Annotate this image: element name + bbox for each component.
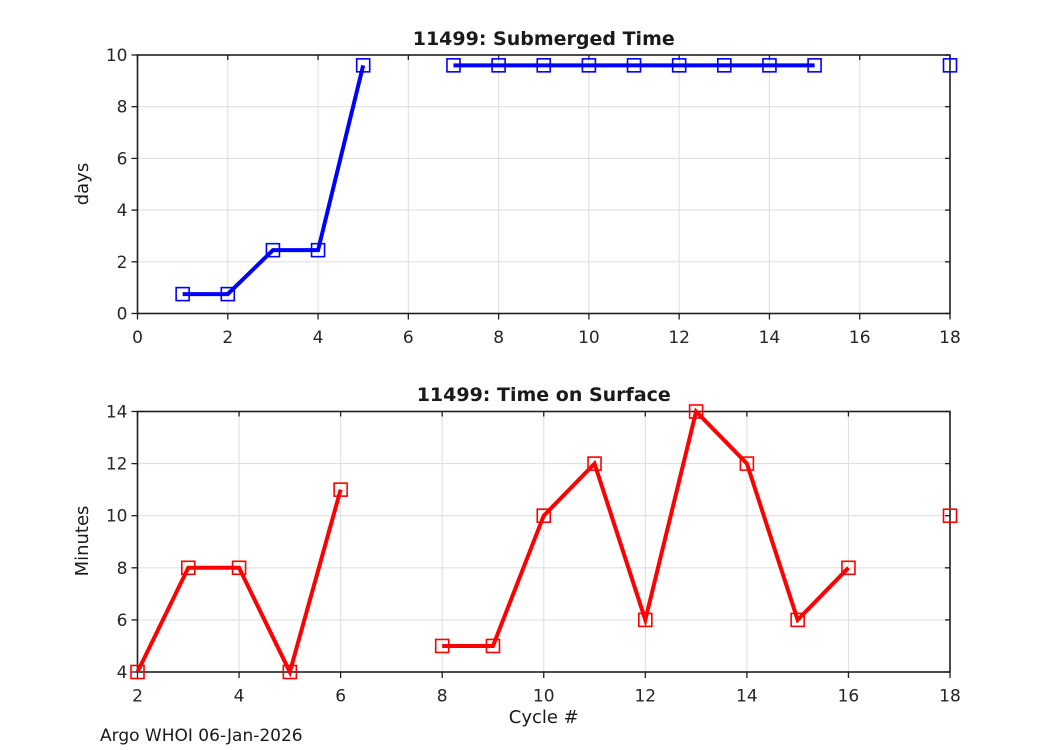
submerged-time-days-marker: [446, 58, 461, 73]
surface-time-minutes-marker: [536, 508, 552, 524]
submerged-time-days-marker: [807, 58, 822, 73]
x-tick-label: 0: [132, 328, 143, 348]
surface-time-minutes-marker: [942, 508, 958, 524]
surface-time-minutes-marker: [130, 664, 145, 680]
y-tick-label: 2: [117, 253, 128, 273]
surface-time-minutes-line: [442, 407, 850, 648]
axes-frame: [136, 54, 951, 315]
submerged-time-chart: 0 2 4 6 8 10 12 14 16 18 0 2 4 6 8 10: [106, 46, 961, 348]
submerged-chart-title: 11499: Submerged Time: [413, 28, 675, 50]
surface-time-minutes-marker: [587, 456, 602, 471]
submerged-time-days-marker: [536, 58, 552, 73]
submerged-time-days-marker: [355, 58, 371, 73]
x-tick-label: 16: [838, 687, 860, 707]
surface-chart-title: 11499: Time on Surface: [417, 384, 671, 406]
x-tick-label: 10: [578, 328, 600, 348]
x-tick-label: 8: [493, 328, 504, 348]
submerged-time-days-marker: [717, 58, 732, 73]
surface-time-minutes-marker: [688, 404, 704, 419]
surface-time-minutes-line: [135, 489, 343, 678]
x-tick-label: 16: [849, 328, 871, 348]
y-tick-label: 14: [106, 403, 128, 423]
y-tick-label: 6: [117, 149, 128, 169]
x-tick-label: 2: [222, 328, 233, 348]
submerged-time-days-marker: [310, 242, 326, 258]
y-tick-label: 4: [117, 201, 128, 221]
x-tick-label: 2: [132, 687, 143, 707]
surface-time-minutes-marker: [282, 664, 298, 680]
axes-frame: [136, 410, 951, 673]
surface-time-minutes-marker: [739, 456, 755, 471]
y-tick-label: 8: [117, 559, 128, 579]
submerged-y-axis-label: days: [72, 163, 93, 206]
submerged-time-days-marker: [220, 286, 236, 302]
submerged-time-days-marker: [265, 242, 281, 258]
surface-time-minutes-marker: [333, 482, 348, 497]
x-tick-label: 14: [759, 328, 781, 348]
x-tick-label: 14: [736, 687, 758, 707]
surface-time-minutes-marker: [485, 638, 501, 654]
y-tick-label: 4: [117, 663, 128, 683]
surface-time-minutes-marker: [841, 560, 856, 576]
y-tick-label: 10: [106, 46, 128, 66]
y-tick-label: 10: [106, 507, 128, 527]
submerged-time-days-marker: [762, 58, 777, 73]
x-tick-label: 18: [939, 328, 961, 348]
surface-time-minutes-marker: [434, 638, 450, 654]
x-tick-label: 6: [403, 328, 414, 348]
x-tick-label: 18: [939, 687, 961, 707]
surface-time-minutes-marker: [180, 560, 196, 576]
y-tick-label: 0: [117, 305, 128, 325]
submerged-time-days-line: [182, 64, 366, 297]
surface-time-minutes-marker: [790, 612, 805, 628]
submerged-time-days-marker: [671, 58, 687, 73]
x-axis-label: Cycle #: [509, 707, 579, 728]
x-tick-label: 12: [668, 328, 690, 348]
surface-y-axis-label: Minutes: [72, 506, 93, 577]
figure-annotation: Argo WHOI 06-Jan-2026: [100, 726, 303, 746]
submerged-time-days-marker: [175, 286, 190, 302]
submerged-time-days-marker: [626, 58, 642, 73]
x-tick-label: 12: [634, 687, 656, 707]
x-tick-label: 8: [437, 687, 448, 707]
surface-time-minutes-marker: [231, 560, 247, 576]
surface-time-minutes-marker: [638, 612, 653, 628]
y-tick-label: 8: [117, 98, 128, 118]
x-tick-label: 6: [335, 687, 346, 707]
submerged-time-days-marker: [491, 58, 506, 73]
y-tick-label: 6: [117, 611, 128, 631]
y-tick-label: 12: [106, 455, 128, 475]
submerged-time-days-marker: [942, 58, 958, 73]
x-tick-label: 10: [533, 687, 555, 707]
submerged-time-days-marker: [581, 58, 597, 73]
x-tick-label: 4: [313, 328, 324, 348]
x-tick-label: 4: [234, 687, 245, 707]
